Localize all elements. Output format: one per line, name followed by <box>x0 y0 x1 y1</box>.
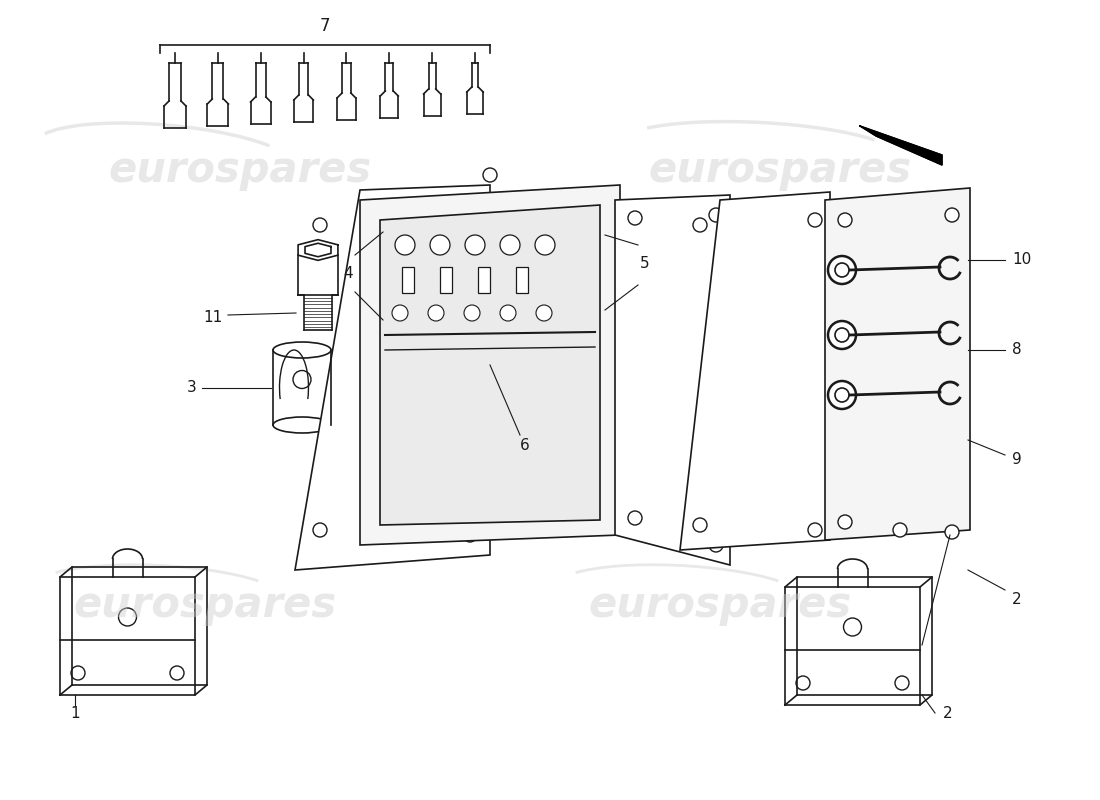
Polygon shape <box>825 188 970 540</box>
Text: 1: 1 <box>70 706 80 721</box>
Text: 8: 8 <box>1012 342 1022 358</box>
Circle shape <box>828 381 856 409</box>
Circle shape <box>796 676 810 690</box>
Circle shape <box>828 256 856 284</box>
Circle shape <box>314 523 327 537</box>
Circle shape <box>500 235 520 255</box>
Bar <box>440 267 452 293</box>
Ellipse shape <box>273 417 331 433</box>
Circle shape <box>844 618 861 636</box>
Text: eurospares: eurospares <box>588 584 851 626</box>
Circle shape <box>835 263 849 277</box>
Circle shape <box>465 235 485 255</box>
Circle shape <box>893 523 907 537</box>
Text: eurospares: eurospares <box>648 149 912 191</box>
Circle shape <box>945 208 959 222</box>
Circle shape <box>293 370 311 389</box>
Bar <box>402 267 414 293</box>
Circle shape <box>463 208 477 222</box>
Circle shape <box>428 305 444 321</box>
Bar <box>478 267 490 293</box>
Text: 6: 6 <box>520 438 530 453</box>
Circle shape <box>838 213 853 227</box>
Polygon shape <box>360 185 620 545</box>
Ellipse shape <box>273 342 331 358</box>
Circle shape <box>835 328 849 342</box>
Polygon shape <box>379 205 600 525</box>
Circle shape <box>808 213 822 227</box>
Text: 11: 11 <box>204 310 223 325</box>
Text: 2: 2 <box>943 706 953 721</box>
Text: 7: 7 <box>320 17 330 35</box>
Circle shape <box>628 511 642 525</box>
Circle shape <box>628 211 642 225</box>
Polygon shape <box>860 126 942 165</box>
Circle shape <box>808 523 822 537</box>
Text: 4: 4 <box>343 266 353 281</box>
Circle shape <box>430 235 450 255</box>
Text: 9: 9 <box>1012 453 1022 467</box>
Polygon shape <box>615 195 730 565</box>
Circle shape <box>119 608 136 626</box>
Circle shape <box>500 305 516 321</box>
Circle shape <box>945 525 959 539</box>
Circle shape <box>72 666 85 680</box>
Circle shape <box>314 218 327 232</box>
Circle shape <box>463 528 477 542</box>
Circle shape <box>835 388 849 402</box>
Polygon shape <box>680 192 830 550</box>
Text: eurospares: eurospares <box>109 149 372 191</box>
Text: 10: 10 <box>1012 253 1032 267</box>
Circle shape <box>170 666 184 680</box>
Text: eurospares: eurospares <box>74 584 337 626</box>
Circle shape <box>895 676 909 690</box>
Circle shape <box>828 321 856 349</box>
Circle shape <box>535 235 556 255</box>
Circle shape <box>693 218 707 232</box>
Text: 5: 5 <box>640 257 650 271</box>
Circle shape <box>710 208 723 222</box>
Circle shape <box>483 168 497 182</box>
Circle shape <box>710 538 723 552</box>
Circle shape <box>693 518 707 532</box>
Text: 3: 3 <box>187 380 197 395</box>
Circle shape <box>395 235 415 255</box>
Circle shape <box>464 305 480 321</box>
Circle shape <box>536 305 552 321</box>
Text: 2: 2 <box>1012 593 1022 607</box>
Polygon shape <box>295 185 490 570</box>
Bar <box>516 267 528 293</box>
Circle shape <box>838 515 853 529</box>
Circle shape <box>392 305 408 321</box>
